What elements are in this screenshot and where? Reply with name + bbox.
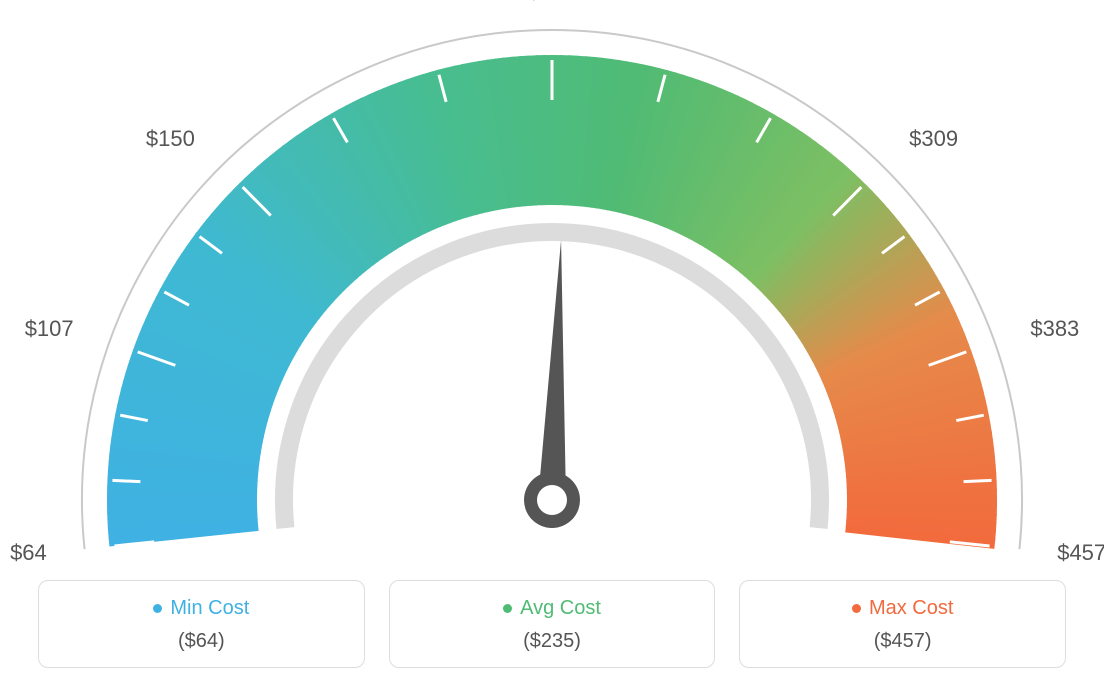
legend-title-avg: Avg Cost <box>503 597 601 620</box>
gauge-chart: $64$107$150$235$309$383$457 <box>0 0 1104 560</box>
legend-title-min: Min Cost <box>153 597 249 620</box>
legend-value-max: ($457) <box>750 630 1055 653</box>
legend-dot-min <box>153 604 162 613</box>
gauge-svg <box>0 25 1104 585</box>
gauge-tick-label: $107 <box>25 316 74 342</box>
legend-card-avg: Avg Cost ($235) <box>389 580 716 668</box>
legend-row: Min Cost ($64) Avg Cost ($235) Max Cost … <box>0 580 1104 668</box>
gauge-tick-label: $235 <box>528 0 577 5</box>
legend-label-avg: Avg Cost <box>520 597 601 620</box>
legend-card-max: Max Cost ($457) <box>739 580 1066 668</box>
gauge-tick-label: $64 <box>10 540 47 566</box>
legend-value-avg: ($235) <box>400 630 705 653</box>
gauge-tick-label: $150 <box>146 126 195 152</box>
gauge-tick-label: $309 <box>909 126 958 152</box>
gauge-tick-label: $383 <box>1030 316 1079 342</box>
legend-value-min: ($64) <box>49 630 354 653</box>
legend-label-max: Max Cost <box>869 597 953 620</box>
legend-title-max: Max Cost <box>852 597 953 620</box>
legend-dot-max <box>852 604 861 613</box>
gauge-tick-label: $457 <box>1057 540 1104 566</box>
legend-card-min: Min Cost ($64) <box>38 580 365 668</box>
legend-dot-avg <box>503 604 512 613</box>
legend-label-min: Min Cost <box>170 597 249 620</box>
